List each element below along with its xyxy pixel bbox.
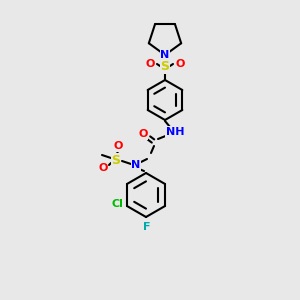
Text: O: O	[98, 163, 108, 173]
Text: O: O	[145, 59, 155, 69]
Text: F: F	[143, 222, 151, 232]
Text: O: O	[113, 141, 123, 151]
Text: Cl: Cl	[111, 199, 123, 209]
Text: S: S	[112, 154, 121, 166]
Text: O: O	[175, 59, 185, 69]
Text: N: N	[131, 160, 141, 170]
Text: S: S	[160, 61, 169, 74]
Text: O: O	[138, 129, 148, 139]
Text: N: N	[160, 50, 169, 60]
Text: NH: NH	[166, 127, 184, 137]
